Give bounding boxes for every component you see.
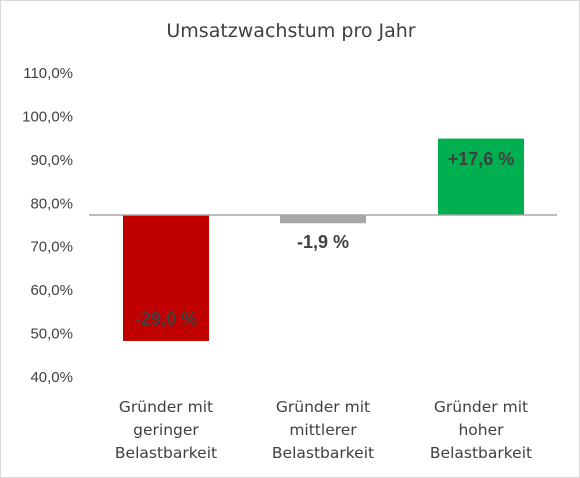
category-label: Gründer mit mittlerer Belastbarkeit: [272, 398, 374, 462]
bar: [438, 138, 524, 216]
data-label: +17,6 %: [448, 149, 515, 169]
category-labels: Gründer mit geringer Belastbarkeit Gründer …: [115, 398, 532, 462]
y-tick-label: 40,0%: [30, 369, 73, 386]
category-label: Gründer mit geringer Belastbarkeit: [115, 398, 217, 462]
data-label: -1,9 %: [297, 232, 349, 252]
y-tick-label: 50,0%: [30, 326, 73, 343]
bar: [280, 215, 366, 224]
bar: [123, 215, 209, 341]
data-labels: -29,0 % -1,9 % +17,6 %: [135, 149, 514, 329]
y-tick-label: 100,0%: [22, 108, 73, 125]
y-tick-label: 60,0%: [30, 282, 73, 299]
data-label: -29,0 %: [135, 309, 197, 329]
y-tick-label: 70,0%: [30, 239, 73, 256]
bars: [89, 138, 557, 341]
y-tick-label: 110,0%: [23, 65, 73, 82]
y-tick-label: 90,0%: [30, 152, 73, 169]
category-label: Gründer mit hoher Belastbarkeit: [430, 398, 532, 462]
y-tick-label: 80,0%: [30, 195, 73, 212]
chart-title: Umsatzwachstum pro Jahr: [166, 20, 415, 42]
y-axis: 40,0% 50,0% 60,0% 70,0% 80,0% 90,0% 100,0% 110,…: [22, 65, 73, 386]
